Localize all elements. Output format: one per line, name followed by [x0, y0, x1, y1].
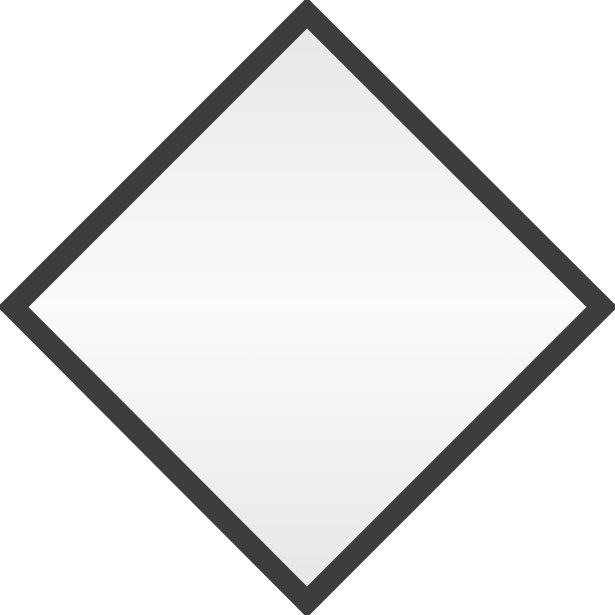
diamond-shape	[0, 0, 615, 615]
diamond-canvas	[0, 0, 615, 615]
diamond-icon	[0, 0, 615, 615]
